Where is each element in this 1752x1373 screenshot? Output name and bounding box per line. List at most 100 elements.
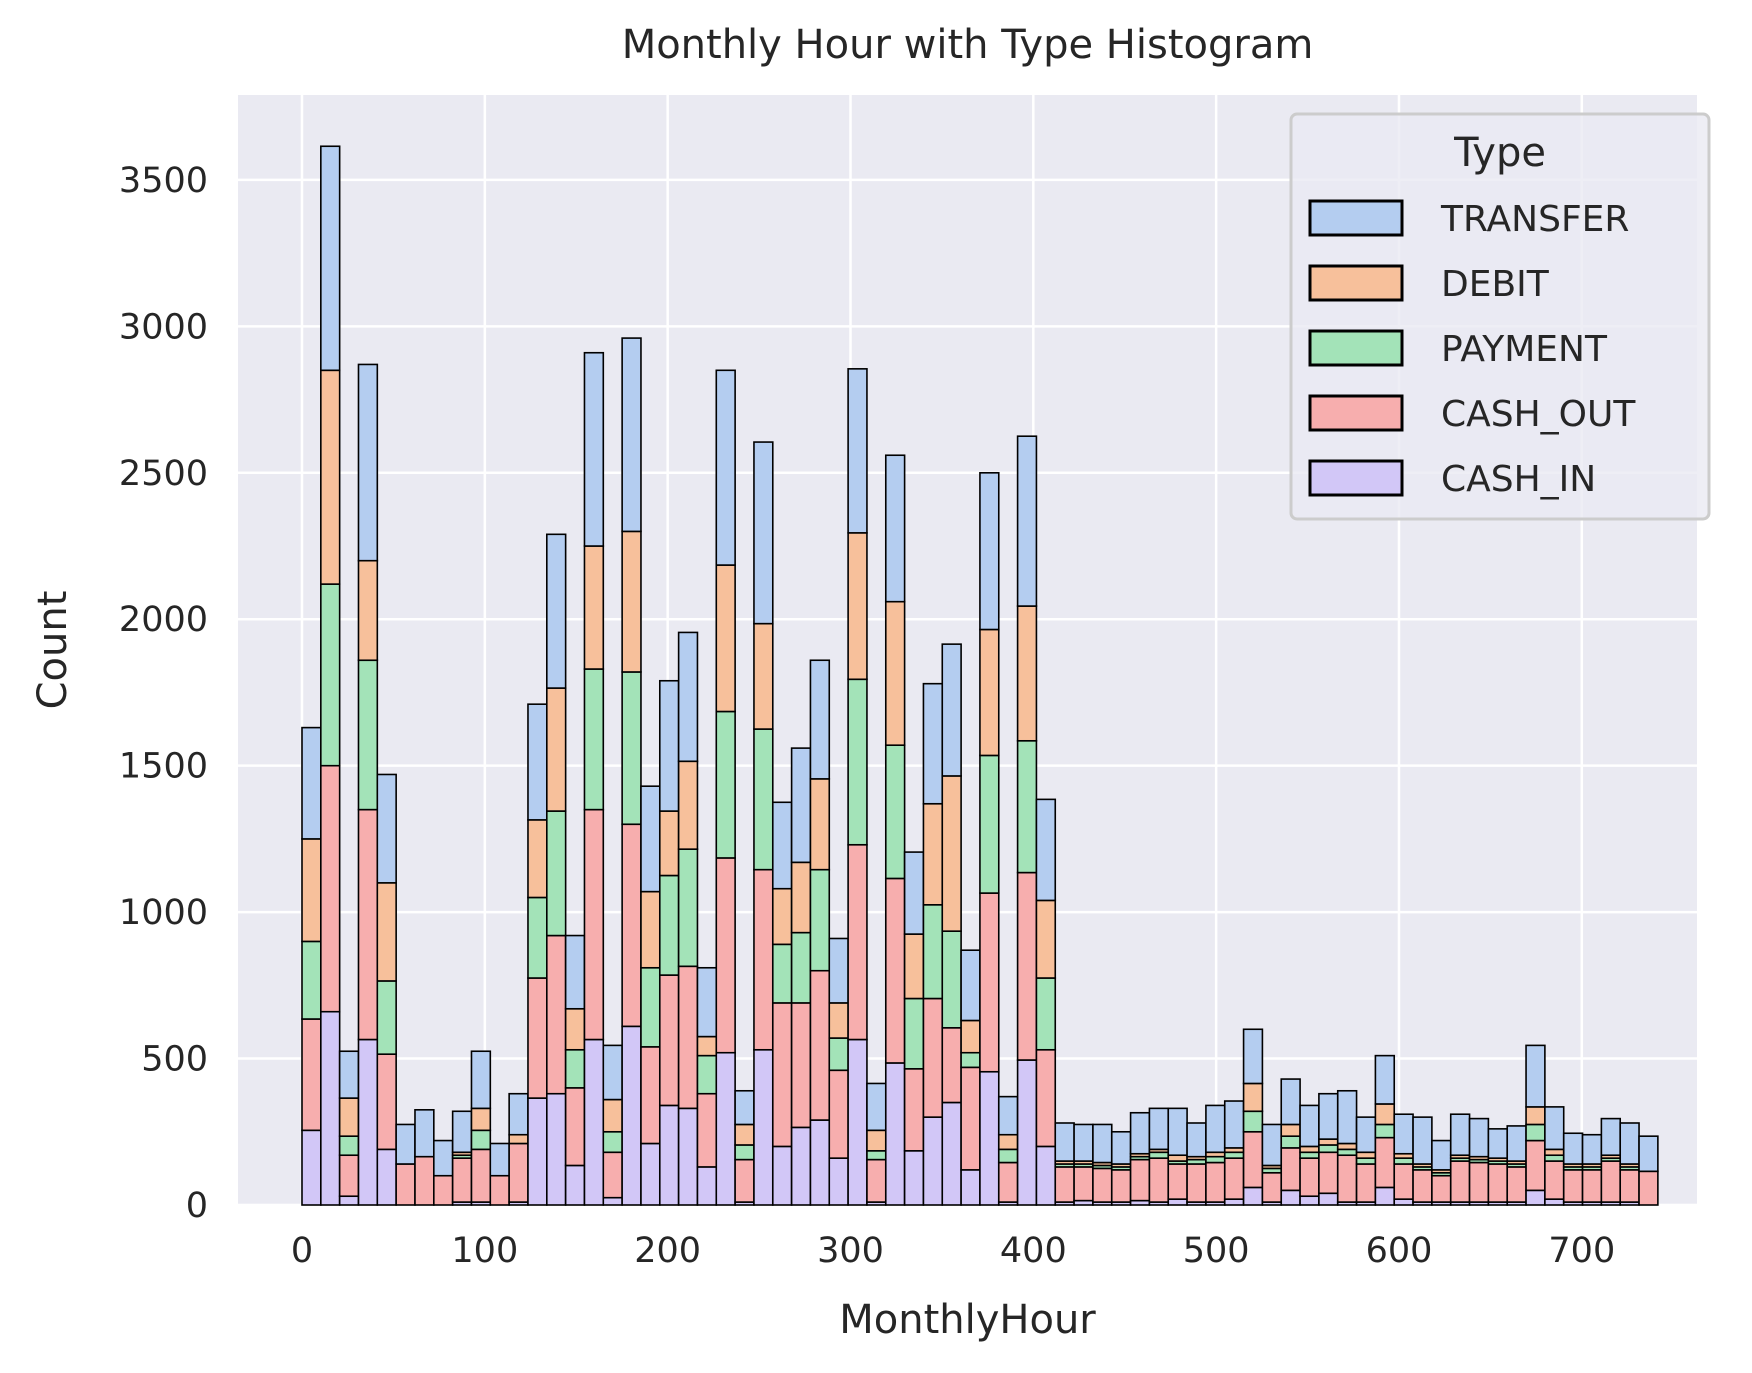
legend-label-transfer: TRANSFER	[1440, 199, 1629, 240]
x-tick-label: 300	[817, 1231, 884, 1271]
bar-segment-debit	[301, 838, 322, 943]
bar-segment-cash-out	[1016, 871, 1038, 1061]
bar-segment-transfer	[1544, 1106, 1565, 1151]
y-tick-label: 0	[186, 1186, 208, 1226]
bar-segment-payment	[866, 1150, 887, 1161]
bar-segment-cash-in	[979, 1070, 1000, 1206]
bar-segment-transfer	[979, 472, 1000, 631]
bar-segment-transfer	[1148, 1107, 1170, 1151]
bar-segment-payment	[979, 754, 1000, 894]
bar-segment-debit	[546, 687, 567, 812]
bar-segment-debit	[1016, 605, 1038, 742]
bar-segment-payment	[884, 744, 906, 880]
bar-segment-transfer	[338, 1050, 360, 1099]
bar-segment-payment	[583, 668, 605, 811]
legend-swatch-cash-out	[1308, 394, 1404, 432]
bar-segment-payment	[338, 1135, 360, 1157]
bar-segment-transfer	[1600, 1117, 1622, 1157]
bar-segment-transfer	[433, 1139, 454, 1177]
bar-segment-cash-out	[1487, 1163, 1509, 1203]
bar-segment-transfer	[564, 934, 586, 1010]
bar-segment-payment	[564, 1048, 586, 1089]
bar-segment-cash-out	[696, 1092, 718, 1168]
bar-segment-cash-in	[790, 1126, 812, 1206]
bar-segment-payment	[1336, 1148, 1358, 1157]
bar-segment-payment	[922, 904, 944, 1000]
y-tick-label: 3000	[119, 307, 208, 347]
bar-segment-payment	[734, 1144, 755, 1161]
legend-label-cash-in: CASH_IN	[1441, 459, 1596, 500]
bar-segment-payment	[357, 659, 379, 811]
bar-segment-cash-in	[1525, 1189, 1546, 1206]
bar-segment-cash-in	[677, 1107, 699, 1206]
legend-label-cash-out: CASH_OUT	[1441, 394, 1636, 435]
bar-segment-transfer	[1525, 1044, 1546, 1108]
bar-segment-transfer	[1638, 1135, 1659, 1173]
bar-segment-debit	[734, 1123, 755, 1146]
bar-segment-debit	[320, 369, 341, 585]
bar-segment-cash-out	[301, 1018, 322, 1132]
bar-segment-debit	[338, 1097, 360, 1137]
bar-segment-cash-in	[1374, 1186, 1396, 1206]
bar-segment-cash-in	[1299, 1195, 1320, 1206]
bar-segment-transfer	[1581, 1133, 1603, 1165]
bar-segment-transfer	[1186, 1122, 1207, 1158]
bar-segment-debit	[790, 861, 812, 934]
bar-segment-cash-out	[1223, 1157, 1245, 1200]
bar-segment-transfer	[621, 337, 642, 533]
bar-segment-transfer	[1355, 1116, 1377, 1154]
bar-segment-cash-out	[489, 1174, 510, 1206]
bar-segment-debit	[941, 775, 962, 932]
bar-segment-transfer	[1035, 798, 1057, 902]
bar-segment-payment	[621, 671, 642, 826]
bar-segment-cash-out	[1242, 1130, 1264, 1189]
bar-segment-debit	[847, 532, 868, 681]
bar-segment-cash-out	[922, 997, 944, 1118]
legend-title: Type	[1453, 130, 1546, 176]
bar-segment-cash-out	[508, 1142, 529, 1203]
bar-segment-cash-out	[715, 857, 736, 1054]
bar-segment-cash-in	[696, 1166, 718, 1206]
bar-segment-cash-out	[433, 1174, 454, 1206]
bar-segment-transfer	[941, 643, 962, 777]
bar-segment-debit	[1336, 1142, 1358, 1151]
bar-segment-cash-in	[903, 1150, 925, 1206]
bar-segment-cash-out	[809, 969, 831, 1121]
bar-segment-transfer	[320, 145, 341, 372]
bar-segment-transfer	[1506, 1125, 1527, 1162]
bar-segment-transfer	[771, 801, 793, 890]
bar-segment-debit	[602, 1098, 623, 1133]
bar-segment-cash-in	[753, 1048, 774, 1206]
bar-segment-payment	[1374, 1123, 1396, 1139]
chart-title: Monthly Hour with Type Histogram	[622, 22, 1314, 68]
bar-segment-transfer	[1054, 1122, 1075, 1162]
bar-segment-transfer	[677, 631, 699, 763]
bar-segment-cash-out	[1035, 1048, 1057, 1148]
legend-swatch-debit	[1308, 264, 1404, 302]
bar-segment-payment	[301, 940, 322, 1020]
bar-segment-debit	[527, 819, 548, 899]
bar-segment-cash-out	[1468, 1161, 1490, 1203]
bar-segment-transfer	[1449, 1113, 1471, 1157]
bar-segment-cash-out	[602, 1151, 623, 1199]
bar-segment-payment	[1148, 1151, 1170, 1159]
bar-segment-cash-out	[546, 934, 567, 1095]
bar-segment-payment	[753, 728, 774, 871]
bar-segment-cash-out	[1092, 1167, 1113, 1203]
x-tick-label: 400	[1000, 1231, 1067, 1271]
x-axis-title: MonthlyHour	[839, 1297, 1096, 1343]
x-tick-label: 0	[291, 1231, 313, 1271]
bar-segment-debit	[997, 1133, 1019, 1151]
bar-segment-transfer	[395, 1123, 416, 1165]
bar-segment-cash-in	[884, 1062, 906, 1206]
bar-segment-cash-out	[1449, 1160, 1471, 1203]
bar-segment-transfer	[1393, 1113, 1414, 1155]
x-tick-label: 700	[1548, 1231, 1615, 1271]
bar-segment-cash-out	[1261, 1171, 1283, 1203]
bar-segment-transfer	[997, 1095, 1019, 1136]
histogram-bars	[301, 145, 1659, 1206]
y-axis-title: Count	[30, 591, 76, 710]
bar-segment-transfer	[1431, 1139, 1452, 1171]
bar-segment-cash-out	[1638, 1170, 1659, 1206]
bar-segment-transfer	[1242, 1028, 1264, 1085]
